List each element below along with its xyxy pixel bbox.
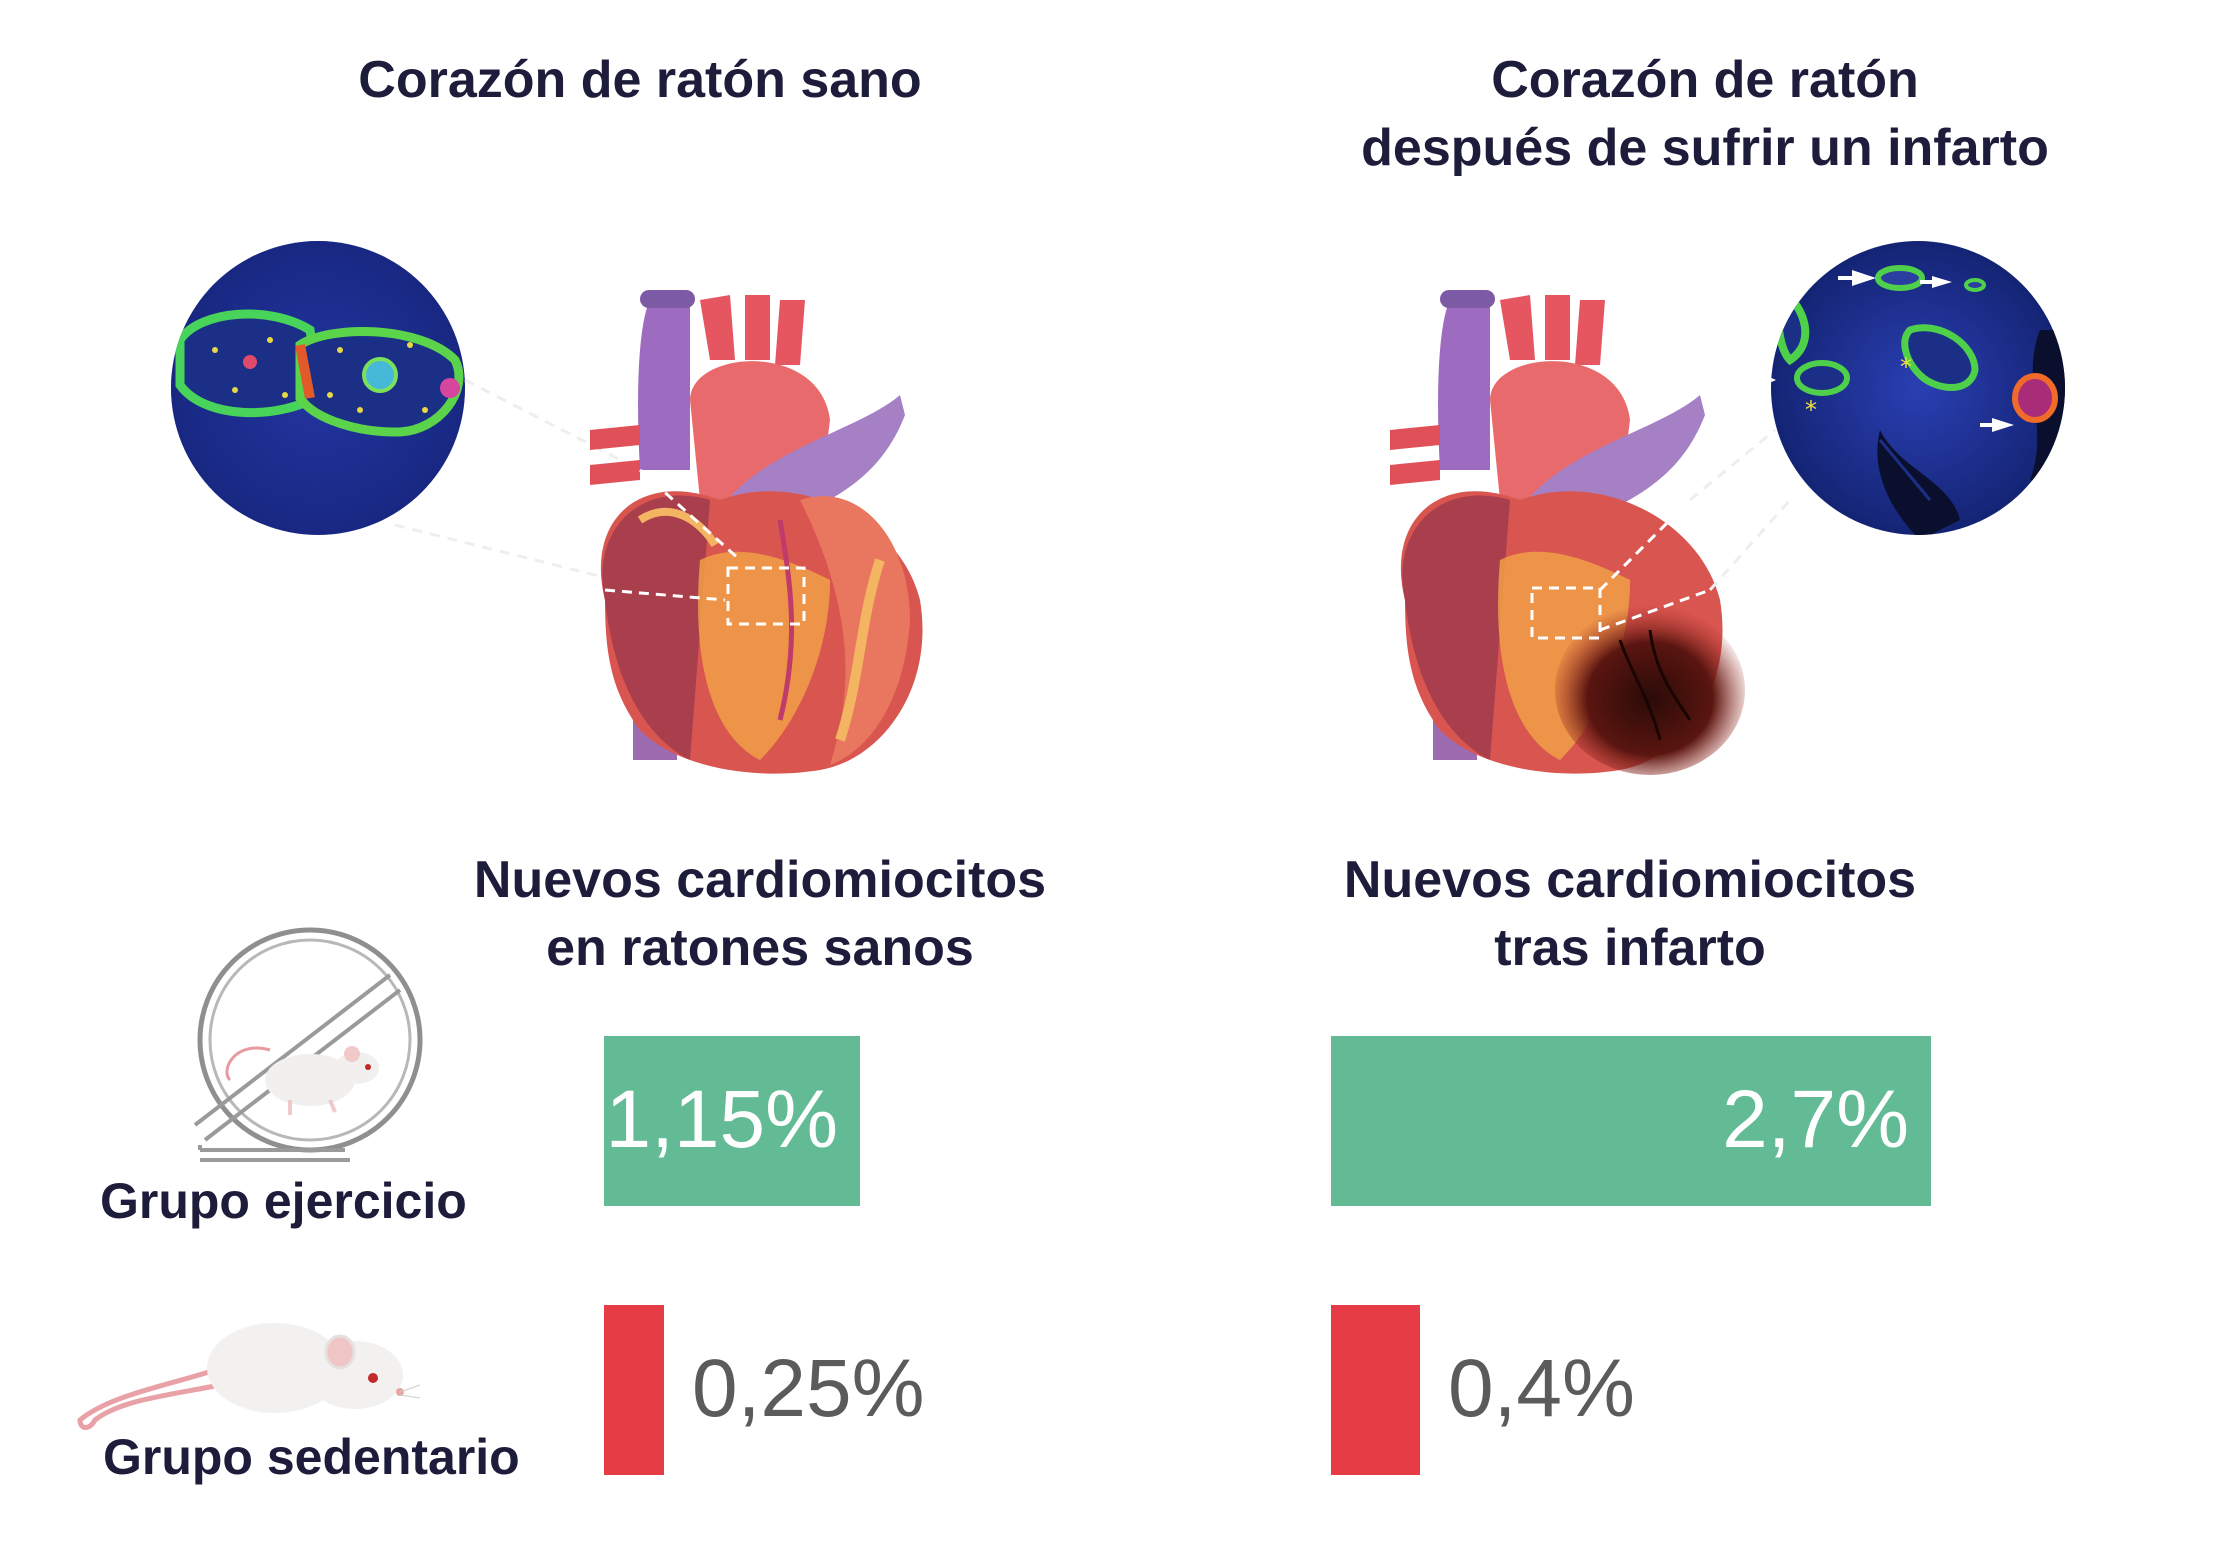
section-infarct-line1: Nuevos cardiomiocitos	[1343, 851, 1917, 909]
micrograph-infarct-icon: * *	[1771, 241, 2065, 535]
heart-infarct-icon	[1390, 290, 1745, 775]
group-label-exercise: Grupo ejercicio	[100, 1173, 467, 1229]
svg-text:*: *	[1805, 396, 1817, 424]
section-title-healthy: Nuevos cardiomiocitos en ratones sanos	[420, 846, 1100, 982]
section-healthy-line1: Nuevos cardiomiocitos	[473, 851, 1047, 909]
group-label-sedentary: Grupo sedentario	[103, 1429, 520, 1485]
title-healthy-text: Corazón de ratón sano	[358, 51, 922, 109]
bar-label-healthy-exercise: 1,15%	[605, 1074, 838, 1165]
heart-healthy-icon	[590, 290, 923, 774]
section-infarct-line2: tras infarto	[1494, 919, 1766, 977]
bar-label-infarct-sedentary: 0,4%	[1448, 1343, 1635, 1434]
title-infarct-heart: Corazón de ratón después de sufrir un in…	[1280, 46, 2130, 182]
bar-healthy-sedentary	[604, 1305, 664, 1475]
section-healthy-line2: en ratones sanos	[546, 919, 974, 977]
title-infarct-line1: Corazón de ratón	[1491, 51, 1919, 109]
svg-text:*: *	[1900, 353, 1912, 381]
bar-label-healthy-sedentary: 0,25%	[692, 1343, 925, 1434]
bar-label-infarct-exercise: 2,7%	[1722, 1074, 1909, 1165]
section-title-infarct: Nuevos cardiomiocitos tras infarto	[1290, 846, 1970, 982]
bar-infarct-exercise	[1331, 1036, 1931, 1206]
bar-infarct-sedentary	[1331, 1305, 1420, 1475]
hamster-wheel-mouse-icon	[193, 927, 423, 1162]
title-infarct-line2: después de sufrir un infarto	[1361, 119, 2049, 177]
mouse-icon	[77, 1323, 421, 1430]
title-healthy-heart: Corazón de ratón sano	[250, 46, 1030, 114]
micrograph-healthy-icon	[171, 241, 465, 535]
bar-healthy-exercise	[604, 1036, 860, 1206]
